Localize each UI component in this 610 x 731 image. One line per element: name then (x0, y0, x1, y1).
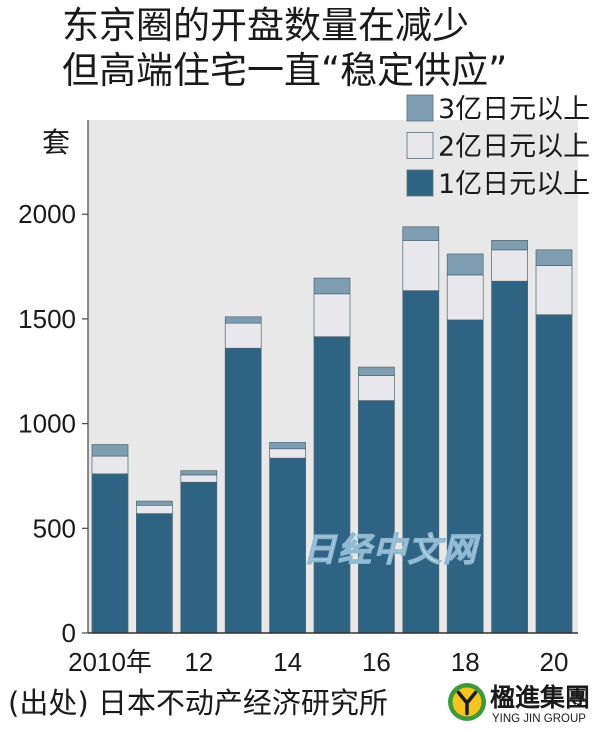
bar-segment-2 (91, 455, 129, 475)
bar-segment-1 (91, 473, 129, 634)
bar-segment-2 (136, 504, 173, 514)
legend-label: 3亿日元以上 (438, 94, 590, 125)
bar-segment-3 (446, 253, 484, 276)
bar-segment-1 (491, 280, 528, 634)
bar-segment-3 (358, 366, 395, 376)
x-tick-label: 18 (451, 647, 480, 677)
bar-segment-2 (446, 274, 484, 321)
chart-title: 东京圈的开盘数量在减少 (62, 4, 469, 47)
logo-name-en: YING JIN GROUP (492, 713, 586, 725)
x-tick-label: 2010年 (68, 647, 152, 677)
bar-segment-3 (91, 444, 129, 457)
bar-segment-1 (402, 290, 440, 634)
bar-segment-3 (313, 277, 351, 295)
bar-segment-3 (402, 226, 440, 241)
bar-segment-3 (136, 500, 173, 506)
bar-segment-2 (269, 448, 306, 459)
y-axis-label: 套 (42, 126, 70, 159)
logo: 楹進集團 YING JIN GROUP (448, 683, 590, 725)
bar-segment-1 (180, 481, 218, 634)
bar-segment-1 (136, 513, 173, 634)
legend-swatch (406, 132, 434, 159)
x-axis-ticks: 2010年 12 14 16 18 20 (68, 647, 568, 677)
legend-item: 1亿日元以上 (406, 169, 590, 200)
chart-subtitle: 但高端住宅一直“稳定供应” (62, 49, 507, 92)
legend-label: 1亿日元以上 (438, 169, 590, 200)
legend-label: 2亿日元以上 (438, 132, 590, 163)
legend-swatch (406, 94, 434, 122)
legend-swatch (406, 169, 434, 197)
legend-item: 3亿日元以上 (406, 94, 590, 125)
bar-segment-2 (402, 240, 440, 292)
watermark: 日经中文网 (303, 530, 481, 569)
bar-segment-3 (535, 249, 573, 266)
legend-item: 2亿日元以上 (406, 132, 590, 163)
y-axis-ticks: 0 500 1000 1500 2000 (18, 199, 88, 648)
bar-segment-1 (313, 336, 351, 634)
source-note: (出处) 日本不动产经济研究所 (8, 686, 388, 720)
bar-segment-3 (224, 316, 262, 324)
bar-segment-1 (535, 314, 573, 634)
y-tick-label: 1000 (18, 409, 76, 439)
x-tick-label: 20 (540, 647, 569, 677)
y-tick-label: 0 (62, 618, 76, 648)
logo-emblem-mark (456, 690, 478, 716)
y-tick-label: 1500 (18, 304, 76, 334)
y-tick-label: 500 (33, 513, 76, 543)
bar-segment-1 (446, 319, 484, 634)
bar-segment-2 (535, 265, 573, 316)
bars-group (91, 226, 573, 634)
x-tick-label: 14 (273, 647, 302, 677)
bar-segment-2 (358, 375, 395, 401)
bar-segment-2 (313, 293, 351, 338)
x-tick-label: 16 (362, 647, 391, 677)
bar-segment-2 (491, 249, 528, 282)
bar-segment-2 (180, 474, 218, 483)
y-tick-label: 2000 (18, 199, 76, 229)
bar-segment-1 (269, 457, 306, 634)
bar-segment-3 (269, 442, 306, 450)
bar-segment-3 (180, 470, 218, 476)
logo-name-cn: 楹進集團 (490, 683, 590, 712)
legend: 3亿日元以上 2亿日元以上 1亿日元以上 (406, 94, 590, 200)
bar-segment-1 (358, 400, 395, 634)
bar-segment-2 (224, 322, 262, 349)
bar-segment-3 (491, 240, 528, 251)
x-tick-label: 12 (184, 647, 213, 677)
bar-segment-1 (224, 347, 262, 634)
